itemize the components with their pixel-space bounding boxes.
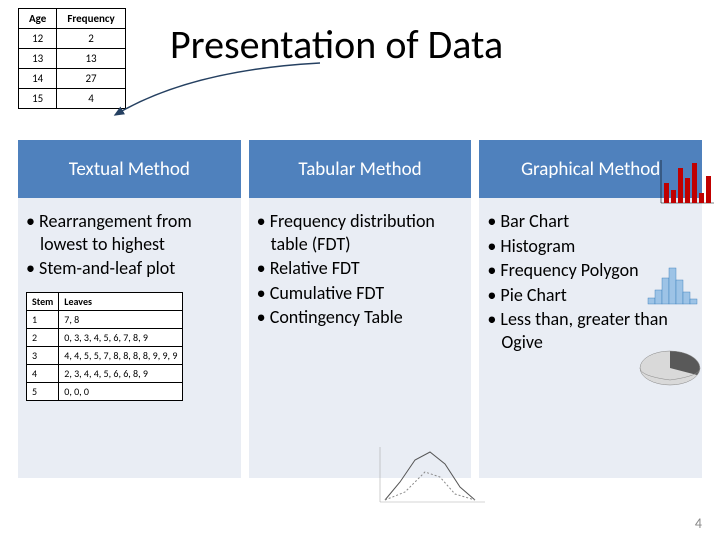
tabular-item: Relative FDT bbox=[257, 257, 464, 280]
textual-item: Stem-and-leaf plot bbox=[26, 257, 233, 280]
textual-body: Rearrangement from lowest to highest Ste… bbox=[18, 198, 241, 478]
textual-column: Textual Method Rearrangement from lowest… bbox=[18, 140, 241, 478]
graphical-item: Histogram bbox=[487, 235, 694, 258]
methods-columns: Textual Method Rearrangement from lowest… bbox=[18, 140, 702, 478]
tabular-header: Tabular Method bbox=[249, 140, 472, 198]
frequency-table: Age Frequency 122 1313 1427 154 bbox=[18, 8, 126, 109]
graphical-item: Bar Chart bbox=[487, 210, 694, 233]
graphical-item: Less than, greater than Ogive bbox=[487, 308, 694, 353]
graphical-item: Frequency Polygon bbox=[487, 259, 694, 282]
graphical-body: Bar Chart Histogram Frequency Polygon Pi… bbox=[479, 198, 702, 478]
stem-leaf-table: Stem Leaves 17, 8 20, 3, 3, 4, 5, 6, 7, … bbox=[26, 292, 183, 401]
tabular-item: Frequency distribution table (FDT) bbox=[257, 210, 464, 255]
graphical-column: Graphical Method Bar Chart Histogram Fre… bbox=[479, 140, 702, 478]
page-title: Presentation of Data bbox=[170, 20, 503, 69]
freq-col-frequency: Frequency bbox=[57, 9, 125, 29]
tabular-item: Cumulative FDT bbox=[257, 282, 464, 305]
textual-header: Textual Method bbox=[18, 140, 241, 198]
tabular-column: Tabular Method Frequency distribution ta… bbox=[249, 140, 472, 478]
freq-col-age: Age bbox=[19, 9, 57, 29]
graphical-item: Pie Chart bbox=[487, 284, 694, 307]
tabular-item: Contingency Table bbox=[257, 306, 464, 329]
page-number: 4 bbox=[695, 515, 702, 532]
graphical-header: Graphical Method bbox=[479, 140, 702, 198]
tabular-body: Frequency distribution table (FDT) Relat… bbox=[249, 198, 472, 478]
textual-item: Rearrangement from lowest to highest bbox=[26, 210, 233, 255]
